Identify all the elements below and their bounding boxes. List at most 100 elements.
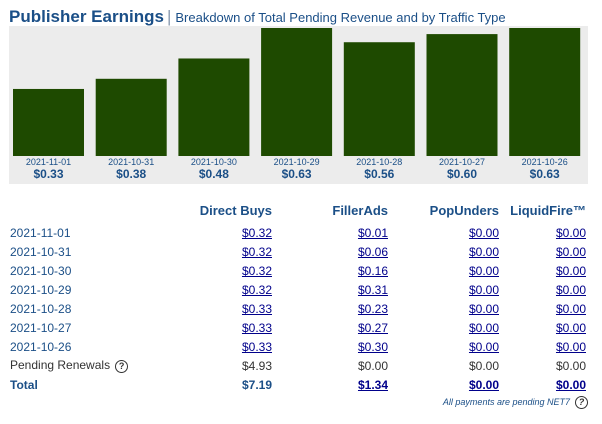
bar-value-label: $0.48 [198, 167, 229, 181]
bar-date-label: 2021-10-26 [521, 157, 568, 167]
column-header-date [6, 201, 162, 223]
cell-filler-ads[interactable]: $0.30 [278, 337, 394, 356]
help-icon[interactable]: ? [575, 396, 588, 409]
table-row: 2021-10-30 $0.32 $0.16 $0.00 $0.00 [6, 261, 592, 280]
cell-filler-ads[interactable]: $0.27 [278, 318, 394, 337]
table-row: 2021-10-26 $0.33 $0.30 $0.00 $0.00 [6, 337, 592, 356]
bar-label: 2021-10-29 $0.63 [258, 157, 336, 181]
cell-liquidfire[interactable]: $0.00 [505, 337, 592, 356]
table-header-row: Direct Buys FillerAds PopUnders LiquidFi… [6, 201, 592, 223]
cell-direct-buys-link[interactable]: $0.32 [241, 263, 272, 278]
renewal-filler-ads: $0.00 [357, 358, 388, 373]
cell-liquidfire[interactable]: $0.00 [505, 299, 592, 318]
cell-pop-unders-link[interactable]: $0.00 [468, 244, 499, 259]
row-date: 2021-11-01 [10, 225, 71, 240]
cell-liquidfire[interactable]: $0.00 [505, 242, 592, 261]
pending-renewals-text: Pending Renewals [10, 358, 111, 373]
cell-liquidfire[interactable]: $0.00 [505, 261, 592, 280]
cell-liquidfire-link[interactable]: $0.00 [555, 301, 586, 316]
cell-filler-ads-link[interactable]: $0.30 [357, 339, 388, 354]
cell-direct-buys[interactable]: $0.32 [162, 280, 278, 299]
bar-value-label: $0.63 [529, 167, 560, 181]
cell-pop-unders-link[interactable]: $0.00 [468, 339, 499, 354]
cell-liquidfire-link[interactable]: $0.00 [555, 282, 586, 297]
cell-liquidfire[interactable]: $0.00 [505, 318, 592, 337]
total-liquidfire-link[interactable]: $0.00 [555, 377, 586, 392]
cell-liquidfire-link[interactable]: $0.00 [555, 320, 586, 335]
cell-direct-buys[interactable]: $0.33 [162, 318, 278, 337]
cell-direct-buys-link[interactable]: $0.32 [241, 225, 272, 240]
cell-pop-unders[interactable]: $0.00 [394, 242, 505, 261]
total-liquidfire[interactable]: $0.00 [505, 375, 592, 394]
cell-direct-buys[interactable]: $0.32 [162, 261, 278, 280]
cell-filler-ads[interactable]: $0.16 [278, 261, 394, 280]
bar-2021-10-30 [178, 58, 250, 156]
help-icon[interactable]: ? [115, 359, 129, 373]
cell-pop-unders[interactable]: $0.00 [394, 223, 505, 242]
bar-label: 2021-10-31 $0.38 [92, 157, 170, 181]
cell-filler-ads[interactable]: $0.01 [278, 223, 394, 242]
row-date: 2021-10-29 [10, 282, 72, 297]
cell-direct-buys-link[interactable]: $0.32 [241, 282, 272, 297]
cell-liquidfire[interactable]: $0.00 [505, 223, 592, 242]
total-label: Total [10, 377, 38, 392]
bar-2021-11-01 [13, 88, 84, 156]
bar-value-label: $0.38 [116, 167, 147, 181]
cell-filler-ads[interactable]: $0.23 [278, 299, 394, 318]
footnote-text: All payments are pending NET7 [442, 396, 570, 407]
cell-pop-unders-link[interactable]: $0.00 [468, 282, 499, 297]
cell-pop-unders-link[interactable]: $0.00 [468, 320, 499, 335]
cell-liquidfire-link[interactable]: $0.00 [555, 244, 586, 259]
cell-filler-ads[interactable]: $0.06 [278, 242, 394, 261]
cell-filler-ads-link[interactable]: $0.16 [357, 263, 388, 278]
column-header-direct-buys: Direct Buys [199, 202, 272, 218]
renewal-pop-unders: $0.00 [468, 358, 499, 373]
total-filler-ads[interactable]: $1.34 [278, 375, 394, 394]
cell-direct-buys-link[interactable]: $0.33 [241, 320, 272, 335]
cell-direct-buys-link[interactable]: $0.33 [241, 301, 272, 316]
cell-pop-unders[interactable]: $0.00 [394, 337, 505, 356]
cell-pop-unders[interactable]: $0.00 [394, 318, 505, 337]
cell-filler-ads-link[interactable]: $0.31 [357, 282, 388, 297]
cell-filler-ads-link[interactable]: $0.23 [357, 301, 388, 316]
bar-date-label: 2021-10-28 [356, 157, 403, 167]
cell-filler-ads[interactable]: $0.31 [278, 280, 394, 299]
earnings-chart: 2021-11-01 $0.33 2021-10-31 $0.38 2021-10-30… [9, 26, 588, 184]
cell-liquidfire-link[interactable]: $0.00 [555, 263, 586, 278]
cell-direct-buys[interactable]: $0.32 [162, 242, 278, 261]
page-header: Publisher Earnings | Breakdown of Total Pe… [9, 7, 506, 27]
cell-pop-unders[interactable]: $0.00 [394, 261, 505, 280]
cell-liquidfire-link[interactable]: $0.00 [555, 225, 586, 240]
total-pop-unders-link[interactable]: $0.00 [468, 377, 499, 392]
cell-direct-buys-link[interactable]: $0.33 [241, 339, 272, 354]
total-filler-ads-link[interactable]: $1.34 [357, 377, 388, 392]
bar-value-label: $0.63 [281, 167, 312, 181]
cell-pop-unders-link[interactable]: $0.00 [468, 225, 499, 240]
row-date: 2021-10-26 [10, 339, 72, 354]
table-row: 2021-11-01 $0.32 $0.01 $0.00 $0.00 [6, 223, 592, 242]
cell-pop-unders[interactable]: $0.00 [394, 280, 505, 299]
bar-value-label: $0.33 [33, 167, 64, 181]
bar-label: 2021-10-28 $0.56 [340, 157, 418, 181]
table-row: 2021-10-31 $0.32 $0.06 $0.00 $0.00 [6, 242, 592, 261]
bar-date-label: 2021-10-30 [190, 157, 237, 167]
cell-filler-ads-link[interactable]: $0.06 [357, 244, 388, 259]
column-header-filler-ads: FillerAds [332, 202, 388, 218]
total-pop-unders[interactable]: $0.00 [394, 375, 505, 394]
cell-filler-ads-link[interactable]: $0.27 [357, 320, 388, 335]
cell-direct-buys[interactable]: $0.32 [162, 223, 278, 242]
renewal-direct-buys: $4.93 [241, 358, 272, 373]
chart-bars-area [13, 28, 581, 156]
cell-filler-ads-link[interactable]: $0.01 [357, 225, 388, 240]
bar-label: 2021-10-26 $0.63 [506, 157, 584, 181]
cell-direct-buys-link[interactable]: $0.32 [241, 244, 272, 259]
cell-direct-buys[interactable]: $0.33 [162, 299, 278, 318]
row-date: 2021-10-27 [10, 320, 72, 335]
cell-liquidfire-link[interactable]: $0.00 [555, 339, 586, 354]
cell-pop-unders-link[interactable]: $0.00 [468, 301, 499, 316]
pending-renewals-row: Pending Renewals? $4.93 $0.00 $0.00 $0.00 [6, 356, 592, 375]
cell-pop-unders[interactable]: $0.00 [394, 299, 505, 318]
cell-pop-unders-link[interactable]: $0.00 [468, 263, 499, 278]
cell-direct-buys[interactable]: $0.33 [162, 337, 278, 356]
cell-liquidfire[interactable]: $0.00 [505, 280, 592, 299]
